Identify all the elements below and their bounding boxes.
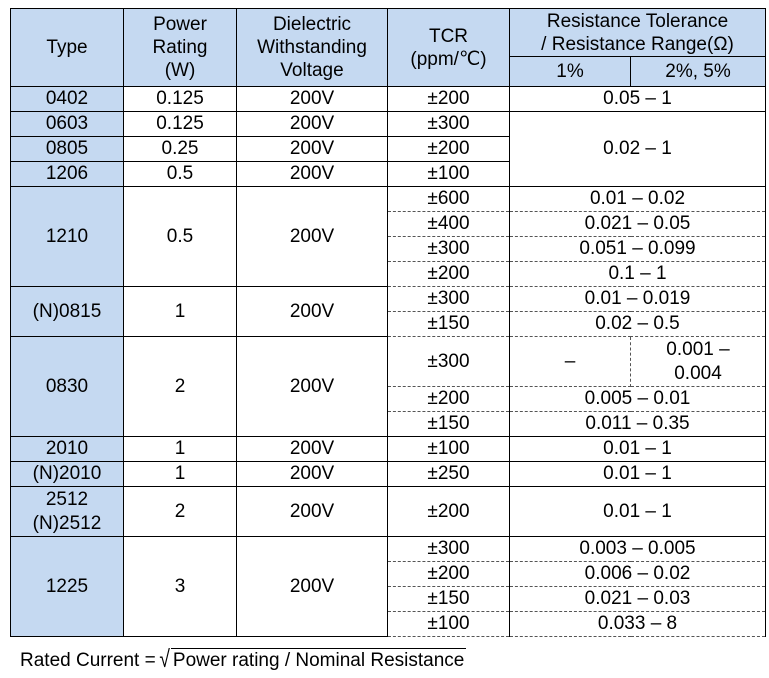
square-root-icon: √ (159, 646, 170, 673)
tcr-cell: ±400 (387, 211, 510, 237)
tcr-cell: ±200 (387, 261, 510, 287)
range-cell: 0.01 – 0.019 (508, 286, 767, 312)
tcr-cell: ±200 (387, 136, 510, 162)
range-cell: 0.01 – 1 (508, 461, 767, 487)
type-cell: 2512 (N)2512 (10, 486, 124, 537)
power-cell: 0.5 (123, 186, 237, 287)
type-cell: (N)0815 (10, 286, 124, 337)
tcr-cell: ±300 (387, 236, 510, 262)
power-cell: 2 (123, 336, 237, 437)
tcr-cell: ±600 (387, 186, 510, 212)
voltage-cell: 200V (236, 336, 388, 437)
voltage-cell: 200V (236, 486, 388, 537)
voltage-cell: 200V (236, 161, 388, 187)
tcr-cell: ±100 (387, 436, 510, 462)
power-cell: 1 (123, 461, 237, 487)
range-cell: 0.033 – 8 (508, 611, 767, 637)
formula-lhs: Rated Current = (20, 650, 156, 671)
tcr-cell: ±150 (387, 411, 510, 437)
header-tol-2-5pct: 2%, 5% (629, 56, 767, 87)
range-cell: 0.01 – 1 (508, 436, 767, 462)
range-cell: 0.1 – 1 (508, 261, 767, 287)
voltage-cell: 200V (236, 111, 388, 137)
range-cell: 0.02 – 1 (508, 111, 767, 187)
header-resistance-tolerance: Resistance Tolerance / Resistance Range(… (508, 8, 767, 57)
voltage-cell: 200V (236, 86, 388, 112)
header-power-rating: Power Rating (W) (123, 8, 237, 87)
range-cell: 0.021 – 0.05 (508, 211, 767, 237)
header-tcr: TCR (ppm/℃) (387, 8, 510, 87)
range-cell: 0.02 – 0.5 (508, 311, 767, 337)
resistor-spec-table: Type Power Rating (W) Dielectric Withsta… (10, 8, 767, 637)
range-cell: 0.01 – 1 (508, 486, 767, 537)
range-cell: 0.01 – 0.02 (508, 186, 767, 212)
power-cell: 0.25 (123, 136, 237, 162)
tcr-cell: ±100 (387, 161, 510, 187)
type-cell: (N)2010 (10, 461, 124, 487)
range-cell: 0.021 – 0.03 (508, 586, 767, 612)
type-cell: 0402 (10, 86, 124, 112)
tcr-cell: ±300 (387, 111, 510, 137)
formula-radicand: Power rating / Nominal Resistance (170, 648, 467, 671)
tcr-cell: ±300 (387, 286, 510, 312)
tcr-cell: ±100 (387, 611, 510, 637)
header-type: Type (10, 8, 124, 87)
rated-current-formula: Rated Current = √ Power rating / Nominal… (20, 646, 467, 673)
type-cell: 1225 (10, 536, 124, 637)
header-dielectric-voltage: Dielectric Withstanding Voltage (236, 8, 388, 87)
range-cell: 0.05 – 1 (508, 86, 767, 112)
type-cell: 0805 (10, 136, 124, 162)
tcr-cell: ±200 (387, 86, 510, 112)
voltage-cell: 200V (236, 536, 388, 637)
tcr-cell: ±300 (387, 336, 510, 387)
tcr-cell: ±250 (387, 461, 510, 487)
type-cell: 2010 (10, 436, 124, 462)
power-cell: 1 (123, 286, 237, 337)
range-cell: 0.051 – 0.099 (508, 236, 767, 262)
type-cell: 0603 (10, 111, 124, 137)
voltage-cell: 200V (236, 286, 388, 337)
voltage-cell: 200V (236, 186, 388, 287)
voltage-cell: 200V (236, 136, 388, 162)
range-cell: 0.003 – 0.005 (508, 536, 767, 562)
tcr-cell: ±200 (387, 486, 510, 537)
power-cell: 0.125 (123, 86, 237, 112)
voltage-cell: 200V (236, 461, 388, 487)
power-cell: 1 (123, 436, 237, 462)
type-cell: 1206 (10, 161, 124, 187)
tcr-cell: ±150 (387, 311, 510, 337)
tcr-cell: ±200 (387, 386, 510, 412)
power-cell: 0.5 (123, 161, 237, 187)
range-cell: 0.005 – 0.01 (508, 386, 767, 412)
type-cell: 0830 (10, 336, 124, 437)
power-cell: 2 (123, 486, 237, 537)
voltage-cell: 200V (236, 436, 388, 462)
power-cell: 0.125 (123, 111, 237, 137)
tcr-cell: ±150 (387, 586, 510, 612)
power-cell: 3 (123, 536, 237, 637)
range-cell: 0.011 – 0.35 (508, 411, 767, 437)
type-cell: 1210 (10, 186, 124, 287)
range-cell: 0.006 – 0.02 (508, 561, 767, 587)
header-tol-1pct: 1% (509, 56, 631, 87)
tcr-cell: ±200 (387, 561, 510, 587)
range-2pct-cell: 0.001 – 0.004 (629, 336, 767, 387)
range-1pct-cell: – (509, 336, 631, 387)
tcr-cell: ±300 (387, 536, 510, 562)
